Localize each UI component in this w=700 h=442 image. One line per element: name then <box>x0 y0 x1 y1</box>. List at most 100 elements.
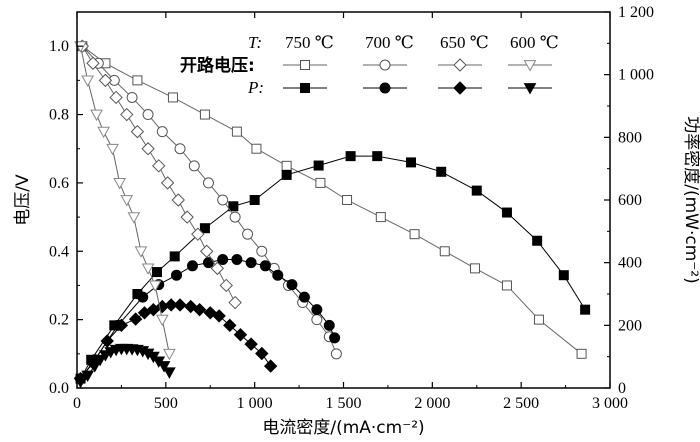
data-point-circle <box>174 143 186 155</box>
series-voltage-4 <box>75 39 242 310</box>
data-point-diamond <box>191 227 205 241</box>
data-point-square <box>580 304 591 315</box>
data-point-diamond <box>164 298 178 312</box>
y-left-tick-label: 0.8 <box>49 107 69 124</box>
data-point-square <box>199 223 210 234</box>
data-point-triangle <box>88 361 102 373</box>
data-point-square <box>439 246 450 257</box>
y-left-tick-label: 1.0 <box>49 38 69 55</box>
data-point-square <box>281 169 292 180</box>
data-point-diamond <box>171 193 185 207</box>
data-point-square <box>532 235 543 246</box>
data-point-square <box>372 151 383 162</box>
y-left-tick-label: 0.6 <box>49 175 69 192</box>
data-point-circle <box>323 319 335 331</box>
data-point-circle <box>329 332 341 344</box>
data-point-square <box>533 314 544 325</box>
y-right-tick-label: 800 <box>618 129 642 146</box>
data-point-diamond <box>120 107 134 122</box>
series-power-3 <box>75 254 341 385</box>
data-point-square <box>231 126 242 137</box>
data-point-square <box>406 157 417 168</box>
data-point-triangle <box>163 348 176 361</box>
data-point-circle <box>245 257 257 269</box>
x-axis-title: 电流密度/(mA·cm⁻²) <box>262 418 424 438</box>
data-point-triangle <box>81 370 95 382</box>
data-point-square <box>558 270 569 281</box>
series-power-5 <box>73 298 278 386</box>
data-point-diamond <box>114 318 129 333</box>
data-point-square <box>471 185 482 196</box>
data-point-circle <box>311 304 323 316</box>
data-point-triangle <box>81 75 95 87</box>
x-tick-label: 0 <box>73 395 81 412</box>
legend-ocv-label: 开路电压: <box>180 55 255 76</box>
data-point-diamond <box>453 81 467 95</box>
legend-temperature: 700 ℃ <box>365 33 414 52</box>
legend: T: 750 ℃ 700 ℃ 650 ℃ 600 ℃ 开路电压: P: <box>180 33 559 97</box>
data-point-diamond <box>86 56 100 70</box>
data-point-circle <box>126 91 138 103</box>
y-left-tick-label: 0.4 <box>49 243 69 260</box>
data-point-circle <box>298 291 310 303</box>
data-point-diamond <box>100 334 114 348</box>
x-tick-label: 3 000 <box>592 395 628 412</box>
data-point-square <box>132 75 143 86</box>
y-right-tick-label: 600 <box>618 192 642 209</box>
series-power-7 <box>74 343 176 389</box>
data-point-circle <box>286 279 298 291</box>
data-point-diamond <box>219 278 233 293</box>
data-point-triangle <box>163 367 176 379</box>
series-layer <box>73 39 591 389</box>
data-point-diamond <box>212 309 226 323</box>
axes-layer: 0 500 1 000 1 500 2 000 2 500 3 000 0.0 0.2 0.4 0.… <box>13 4 700 438</box>
data-point-diamond <box>233 328 248 342</box>
data-point-diamond <box>109 90 123 105</box>
data-point-triangle <box>74 376 87 389</box>
data-point-square <box>375 212 386 223</box>
y-right-tick-label: 1 000 <box>618 67 654 84</box>
data-point-circle <box>259 260 271 272</box>
legend-p-label: P: <box>247 78 264 97</box>
data-point-diamond <box>255 346 269 361</box>
y-right-tick-label: 1 200 <box>618 4 654 21</box>
data-point-square <box>345 151 356 162</box>
data-point-square <box>199 109 210 120</box>
data-point-diamond <box>199 244 214 258</box>
data-point-circle <box>229 211 241 223</box>
data-point-diamond <box>210 261 225 276</box>
data-point-diamond <box>180 210 194 224</box>
data-point-triangle <box>120 195 134 207</box>
data-point-square <box>409 229 420 240</box>
data-point-triangle <box>141 263 155 275</box>
data-point-square <box>249 195 260 205</box>
data-point-diamond <box>173 298 187 312</box>
data-point-circle <box>217 254 229 266</box>
data-point-circle <box>379 59 391 71</box>
data-point-square <box>300 83 310 93</box>
legend-temperature: 600 ℃ <box>510 33 559 52</box>
x-tick-label: 1 000 <box>237 395 273 412</box>
y-left-axis-title: 电压/V <box>13 174 33 226</box>
x-tick-label: 2 500 <box>503 395 539 412</box>
data-point-circle <box>202 177 214 189</box>
data-point-diamond <box>223 318 237 333</box>
data-point-square <box>281 160 292 171</box>
data-point-triangle <box>106 143 119 156</box>
series-power-1 <box>75 151 591 384</box>
data-point-square <box>436 166 447 177</box>
data-point-diamond <box>263 359 278 373</box>
data-point-diamond <box>152 159 166 173</box>
data-point-square <box>315 177 326 188</box>
data-point-circle <box>142 109 154 121</box>
data-point-triangle <box>523 60 537 72</box>
x-tick-label: 2 000 <box>414 395 450 412</box>
data-point-circle <box>137 291 149 303</box>
data-point-square <box>300 60 310 70</box>
data-point-square <box>313 160 324 171</box>
data-point-triangle <box>97 126 110 139</box>
data-point-circle <box>242 228 254 240</box>
data-point-circle <box>188 160 200 172</box>
y-right-tick-label: 400 <box>618 255 642 272</box>
data-point-square <box>251 143 262 154</box>
